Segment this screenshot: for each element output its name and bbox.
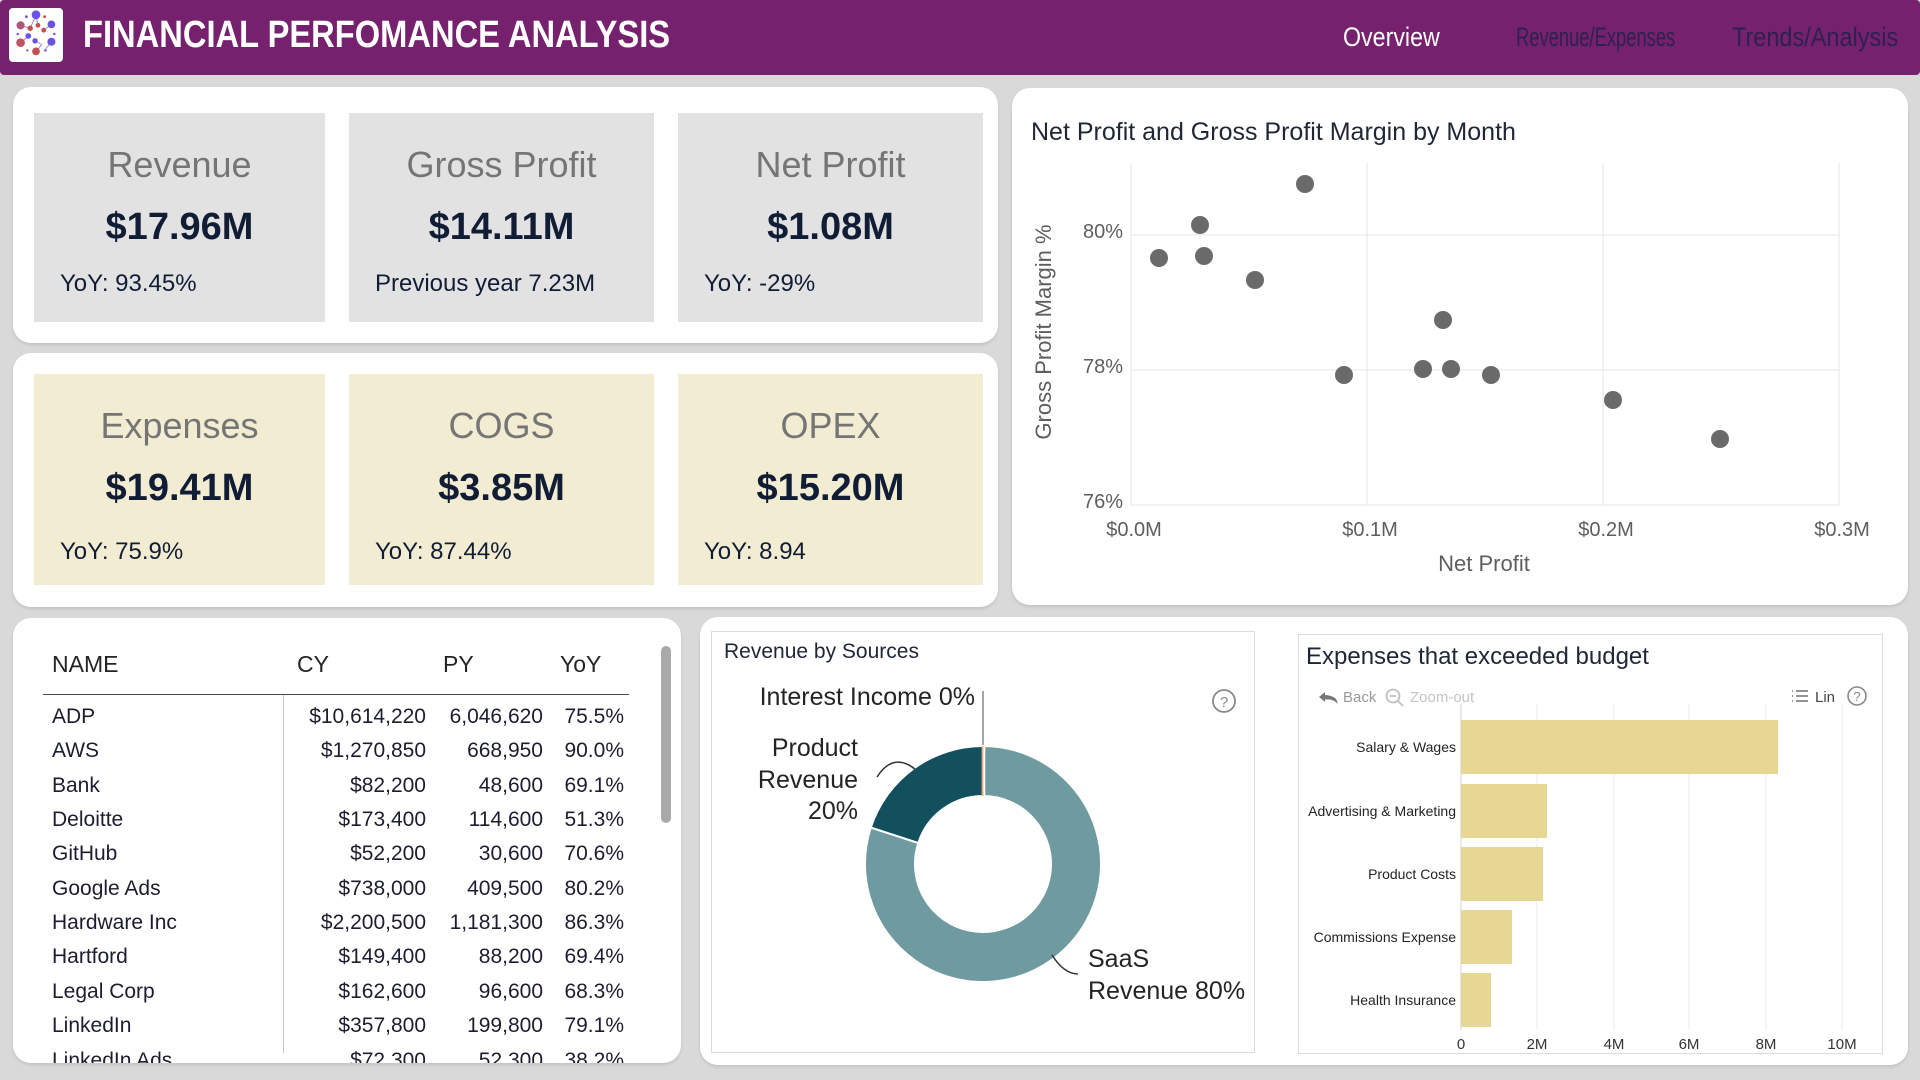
svg-text:76%: 76% bbox=[1083, 491, 1123, 513]
svg-text:$0.2M: $0.2M bbox=[1578, 519, 1634, 541]
svg-text:SaaS: SaaS bbox=[1088, 945, 1149, 973]
svg-text:Product Costs: Product Costs bbox=[1368, 866, 1456, 882]
svg-text:80%: 80% bbox=[1083, 221, 1123, 243]
svg-text:Product: Product bbox=[772, 734, 858, 762]
svg-text:20%: 20% bbox=[808, 797, 858, 825]
svg-text:Lin: Lin bbox=[1815, 689, 1835, 706]
svg-text:Commissions Expense: Commissions Expense bbox=[1314, 929, 1457, 945]
svg-text:?: ? bbox=[1853, 689, 1860, 704]
svg-text:2M: 2M bbox=[1527, 1036, 1548, 1053]
svg-text:4M: 4M bbox=[1604, 1036, 1625, 1053]
svg-text:Net Profit: Net Profit bbox=[1438, 551, 1530, 576]
svg-text:Zoom-out: Zoom-out bbox=[1410, 689, 1475, 706]
svg-text:Gross Profit Margin %: Gross Profit Margin % bbox=[1031, 224, 1056, 439]
svg-text:6M: 6M bbox=[1679, 1036, 1700, 1053]
svg-text:Interest Income 0%: Interest Income 0% bbox=[760, 683, 975, 711]
svg-text:Advertising & Marketing: Advertising & Marketing bbox=[1308, 803, 1456, 819]
svg-text:78%: 78% bbox=[1083, 356, 1123, 378]
svg-text:8M: 8M bbox=[1756, 1036, 1777, 1053]
svg-text:$0.1M: $0.1M bbox=[1342, 519, 1398, 541]
svg-text:10M: 10M bbox=[1827, 1036, 1856, 1053]
svg-text:0: 0 bbox=[1457, 1036, 1465, 1053]
svg-text:?: ? bbox=[1220, 694, 1228, 711]
svg-text:$0.3M: $0.3M bbox=[1814, 519, 1870, 541]
svg-text:Revenue: Revenue bbox=[758, 766, 858, 794]
svg-text:Salary & Wages: Salary & Wages bbox=[1356, 739, 1456, 755]
svg-text:Health Insurance: Health Insurance bbox=[1350, 992, 1456, 1008]
svg-text:Revenue 80%: Revenue 80% bbox=[1088, 977, 1245, 1005]
svg-text:$0.0M: $0.0M bbox=[1106, 519, 1162, 541]
svg-text:Back: Back bbox=[1343, 689, 1377, 706]
